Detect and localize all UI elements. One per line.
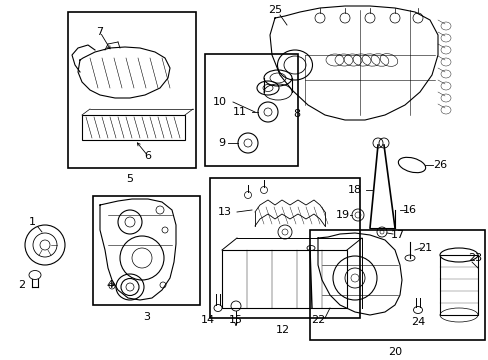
Text: 10: 10 [213, 97, 226, 107]
Text: 17: 17 [390, 230, 404, 240]
Text: 6: 6 [144, 151, 151, 161]
Text: 4: 4 [106, 280, 113, 290]
Text: 19: 19 [335, 210, 349, 220]
Text: 9: 9 [218, 138, 225, 148]
Text: 11: 11 [232, 107, 246, 117]
Text: 22: 22 [310, 315, 325, 325]
Bar [93, 196, 200, 305]
Text: 20: 20 [387, 347, 401, 357]
Bar [68, 12, 196, 168]
Text: 24: 24 [410, 317, 424, 327]
Text: 26: 26 [432, 160, 446, 170]
Bar [204, 54, 297, 166]
Bar [209, 178, 359, 318]
Bar [439, 255, 477, 315]
Text: 2: 2 [19, 280, 25, 290]
Text: 16: 16 [402, 205, 416, 215]
Text: 5: 5 [126, 174, 133, 184]
Text: 21: 21 [417, 243, 431, 253]
Bar [82, 115, 184, 140]
Text: 15: 15 [228, 315, 243, 325]
Text: 7: 7 [96, 27, 103, 37]
Text: 18: 18 [347, 185, 361, 195]
Text: 25: 25 [267, 5, 282, 15]
Text: 14: 14 [201, 315, 215, 325]
Text: 12: 12 [275, 325, 289, 335]
Text: 3: 3 [143, 312, 150, 322]
Text: 23: 23 [467, 253, 481, 263]
Text: 13: 13 [218, 207, 231, 217]
Bar [222, 250, 346, 308]
Text: 8: 8 [293, 109, 300, 119]
Text: 1: 1 [28, 217, 36, 227]
Bar [309, 230, 484, 340]
